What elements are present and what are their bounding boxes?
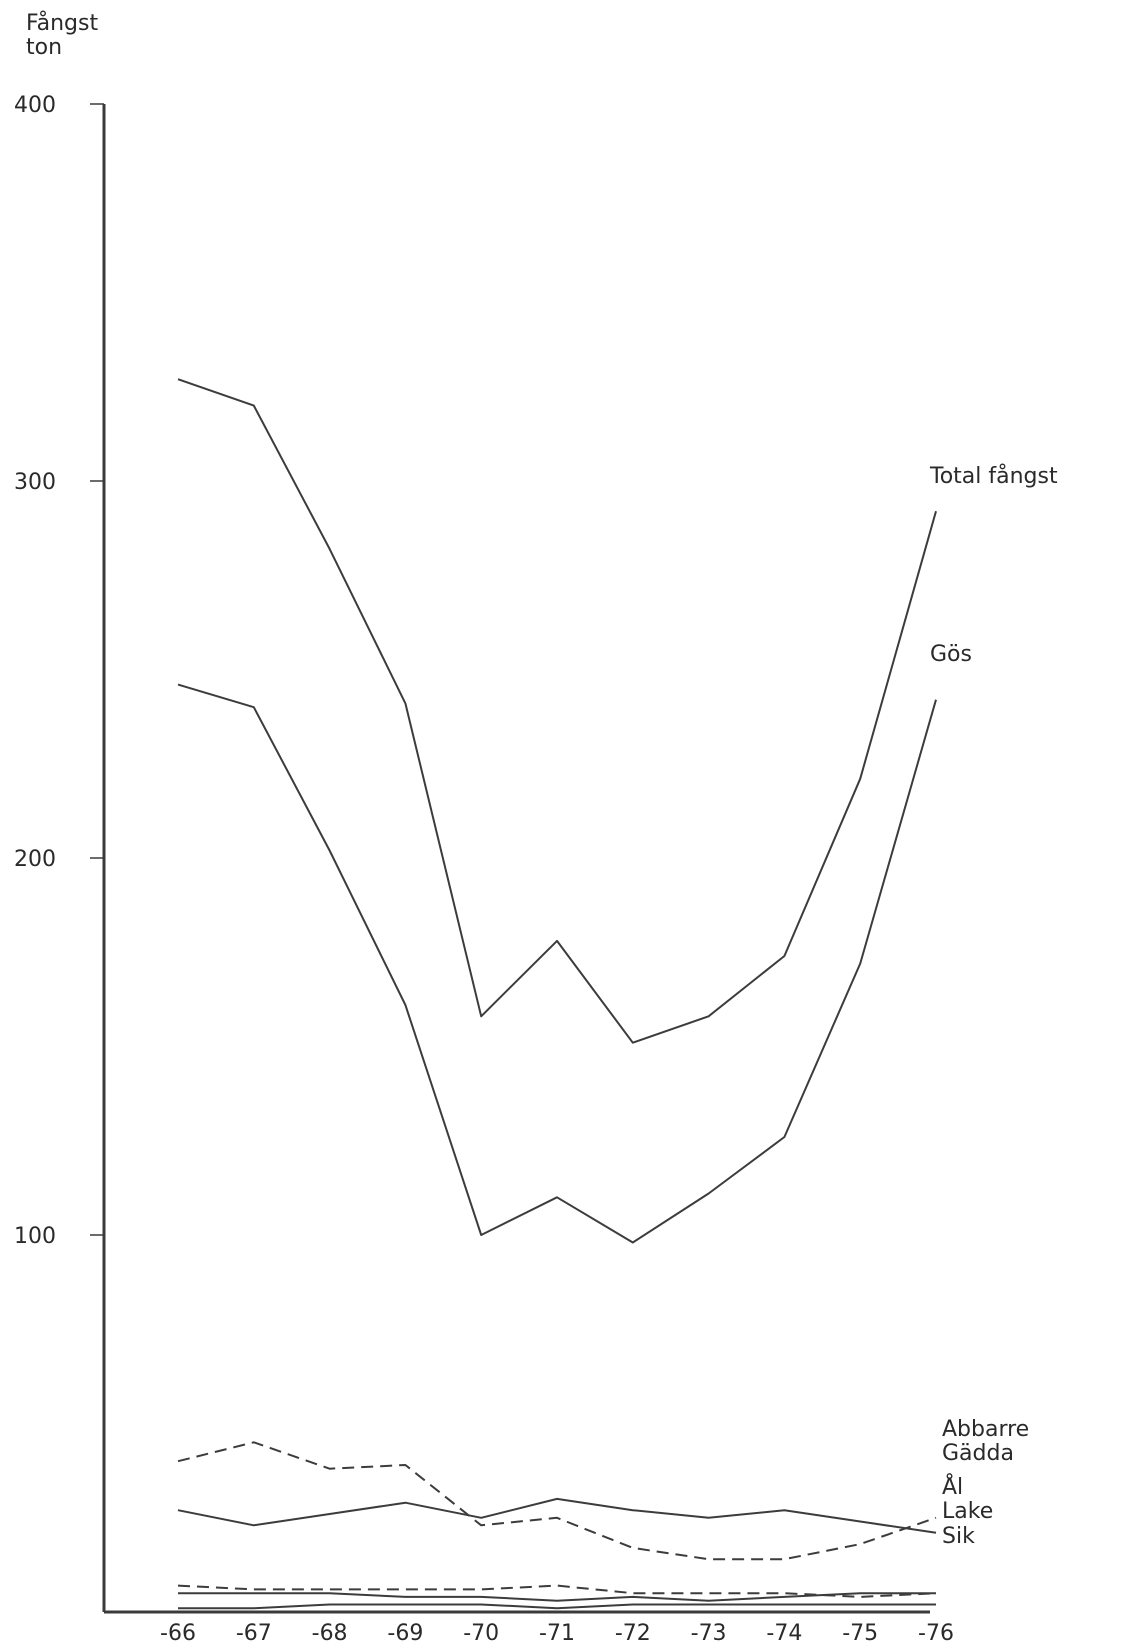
y-axis-label-line-2: ton <box>26 35 63 60</box>
x-tick-label: -66 <box>160 1621 196 1646</box>
series-line-ål <box>177 1584 937 1598</box>
x-tick-label: -74 <box>766 1621 802 1646</box>
series-line-sik <box>178 1603 936 1610</box>
series-label: Ål <box>942 1473 963 1500</box>
x-tick-label: -75 <box>842 1621 878 1646</box>
x-tick-label: -69 <box>387 1621 423 1646</box>
y-axis-label-line-1: Fångst <box>26 11 99 36</box>
series-line-abbarre <box>177 1441 937 1561</box>
x-tick-label: -67 <box>236 1621 272 1646</box>
x-tick-label: -71 <box>539 1621 575 1646</box>
x-tick-label: -73 <box>691 1621 727 1646</box>
series-label: Gös <box>930 642 972 667</box>
x-tick-label: -68 <box>312 1621 348 1646</box>
series-line-gös <box>177 683 937 1244</box>
y-axis-label: Fångst ton <box>26 12 98 60</box>
y-tick-label: 200 <box>14 847 56 872</box>
series-label: Lake <box>942 1499 993 1524</box>
series-label: Abbarre <box>942 1417 1029 1442</box>
y-tick-label: 300 <box>14 470 56 495</box>
y-tick-label: 400 <box>14 93 56 118</box>
series-label: Total fångst <box>929 463 1058 489</box>
series-line-total-fångst <box>177 378 937 1044</box>
x-tick-label: -76 <box>918 1621 954 1646</box>
x-tick-label: -72 <box>615 1621 651 1646</box>
series-label: Gädda <box>942 1441 1014 1466</box>
series-line-lake <box>178 1592 936 1602</box>
series-label: Sik <box>942 1524 975 1549</box>
series-line-gädda <box>177 1497 937 1534</box>
y-tick-label: 100 <box>14 1224 56 1249</box>
x-tick-label: -70 <box>463 1621 499 1646</box>
